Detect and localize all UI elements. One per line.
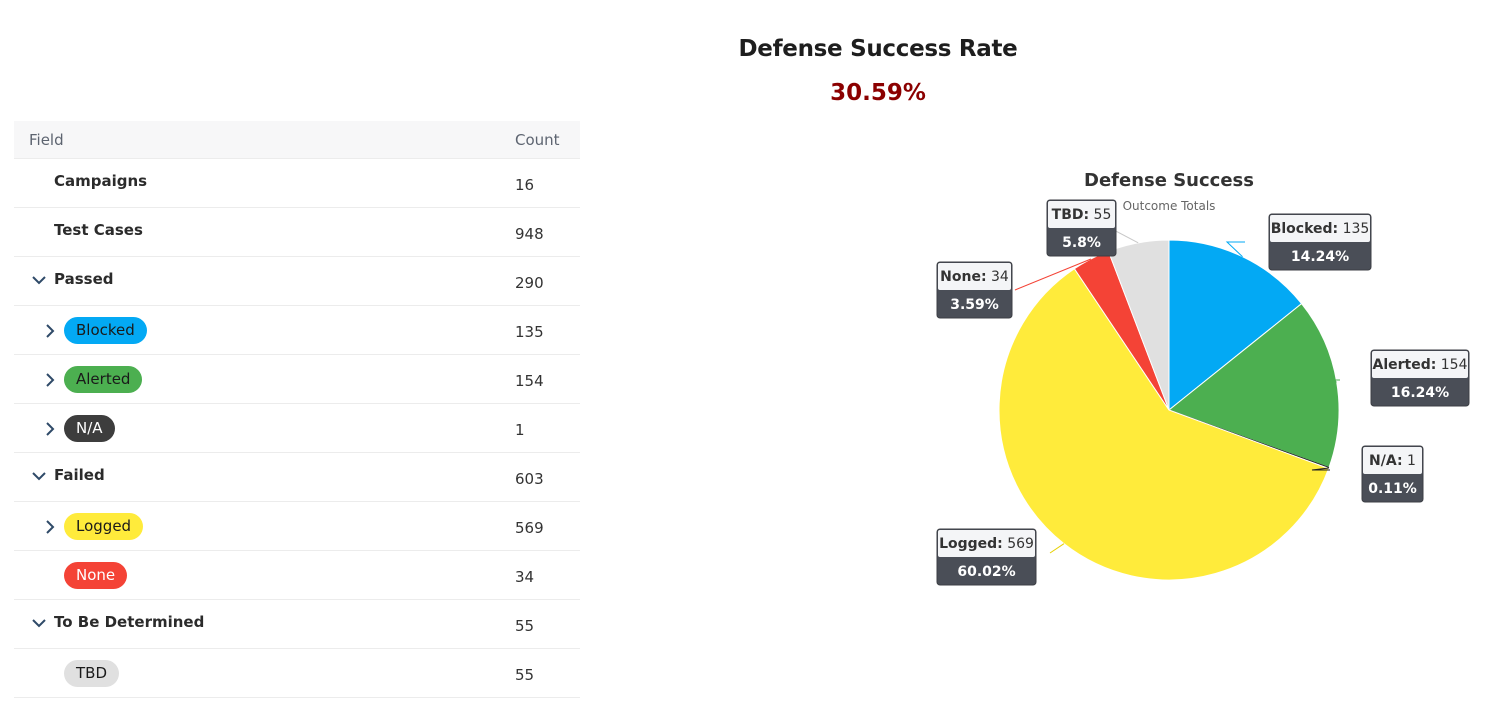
- label-name: None: 34: [940, 269, 1009, 285]
- label-box-header: [1270, 215, 1370, 242]
- label-box-header: [1048, 201, 1115, 228]
- label-percent: 0.11%: [1368, 481, 1417, 497]
- leader-line: [1049, 543, 1065, 554]
- label-name: Blocked: 135: [1271, 221, 1370, 237]
- status-badge: N/A: [64, 415, 115, 442]
- table-row: Test Cases 948: [14, 208, 580, 257]
- label-name: Logged: 569: [939, 536, 1034, 552]
- count-cell: 154: [515, 372, 544, 390]
- table-row[interactable]: Passed 290: [14, 257, 580, 306]
- label-percent: 3.59%: [950, 297, 999, 313]
- slice-label-na: N/A: 1 0.11%: [1361, 445, 1424, 503]
- label-box-header: [1363, 447, 1422, 474]
- chart-subtitle: Outcome Totals: [1123, 199, 1216, 213]
- summary-table: Field Count Campaigns 16 Test Cases 948 Pass…: [14, 121, 580, 698]
- field-cell: Blocked: [14, 306, 515, 354]
- count-cell: 603: [515, 470, 544, 488]
- field-cell: Alerted: [14, 355, 515, 403]
- slice-label-alerted: Alerted: 154 16.24%: [1370, 349, 1470, 407]
- chevron-down-icon[interactable]: [31, 272, 47, 288]
- label-percent: 60.02%: [957, 564, 1015, 580]
- count-cell: 16: [515, 176, 535, 194]
- table-row: Campaigns 16: [14, 159, 580, 208]
- label-name: TBD: 55: [1052, 207, 1112, 223]
- count-cell: 34: [515, 568, 535, 586]
- label-percent: 5.8%: [1062, 235, 1101, 251]
- count-cell: 290: [515, 274, 544, 292]
- chevron-right-icon[interactable]: [42, 519, 58, 535]
- count-cell: 948: [515, 225, 544, 243]
- label-name: Alerted: 154: [1372, 357, 1467, 373]
- label-percent: 16.24%: [1391, 385, 1449, 401]
- status-badge: Alerted: [64, 366, 143, 393]
- status-badge: Blocked: [64, 317, 147, 344]
- table-row[interactable]: Logged 569: [14, 502, 580, 551]
- column-header-field: Field: [29, 130, 64, 149]
- leader-line: [1311, 467, 1330, 471]
- pie-slice-alerted: [1167, 302, 1340, 469]
- table-row[interactable]: N/A 1: [14, 404, 580, 453]
- count-cell: 569: [515, 519, 544, 537]
- field-cell: To Be Determined: [14, 600, 515, 648]
- column-header-count: Count: [515, 130, 560, 149]
- slice-label-blocked: Blocked: 135 14.24%: [1268, 213, 1372, 271]
- chart-title: Defense Success: [1084, 170, 1254, 191]
- table-header: Field Count: [14, 121, 580, 159]
- table-row: TBD 55: [14, 649, 580, 698]
- count-cell: 1: [515, 421, 525, 439]
- slice-label-tbd: TBD: 55 5.8%: [1046, 199, 1117, 257]
- pie-slice-blocked: [1168, 239, 1303, 412]
- chevron-right-icon[interactable]: [42, 323, 58, 339]
- status-badge: None: [64, 562, 128, 589]
- status-badge: Logged: [64, 513, 144, 540]
- field-cell: Logged: [14, 502, 515, 550]
- pie-chart-panel: Defense Success Outcome Totals Blocked: 13…: [900, 160, 1487, 640]
- field-label: Test Cases: [54, 221, 143, 239]
- table-row[interactable]: Alerted 154: [14, 355, 580, 404]
- count-cell: 55: [515, 617, 535, 635]
- count-cell: 55: [515, 666, 535, 684]
- chevron-right-icon[interactable]: [42, 372, 58, 388]
- table-row[interactable]: Blocked 135: [14, 306, 580, 355]
- group-label: To Be Determined: [54, 613, 205, 631]
- field-label: Campaigns: [54, 172, 148, 190]
- chevron-down-icon[interactable]: [31, 615, 47, 631]
- pie-chart: Defense Success Outcome Totals Blocked: 13…: [936, 170, 1470, 586]
- chevron-right-icon[interactable]: [42, 421, 58, 437]
- label-box-header: [938, 530, 1035, 557]
- chevron-down-icon[interactable]: [31, 468, 47, 484]
- success-rate-value: 30.59%: [830, 80, 926, 106]
- leader-line: [1321, 379, 1340, 383]
- leader-line: [1225, 241, 1245, 258]
- table-row: None 34: [14, 551, 580, 600]
- group-label: Failed: [54, 466, 105, 484]
- slice-label-logged: Logged: 569 60.02%: [936, 528, 1037, 586]
- table-row[interactable]: To Be Determined 55: [14, 600, 580, 649]
- leader-line: [1014, 258, 1092, 291]
- page-title: Defense Success Rate: [738, 36, 1018, 62]
- field-cell: Passed: [14, 257, 515, 305]
- field-cell: N/A: [14, 404, 515, 452]
- field-cell: Failed: [14, 453, 515, 501]
- field-cell: TBD: [14, 649, 515, 697]
- table-body: Campaigns 16 Test Cases 948 Passed 290 Blocked…: [14, 159, 580, 698]
- label-box-header: [1372, 351, 1468, 378]
- pie-slice-logged: [998, 268, 1330, 581]
- table-row[interactable]: Failed 603: [14, 453, 580, 502]
- field-cell: Test Cases: [14, 208, 515, 256]
- status-badge: TBD: [64, 660, 120, 687]
- slice-label-none: None: 34 3.59%: [936, 261, 1013, 319]
- count-cell: 135: [515, 323, 544, 341]
- label-name: N/A: 1: [1369, 453, 1416, 469]
- field-cell: None: [14, 551, 515, 599]
- group-label: Passed: [54, 270, 114, 288]
- label-box-header: [938, 263, 1011, 290]
- label-percent: 14.24%: [1291, 249, 1349, 265]
- field-cell: Campaigns: [14, 159, 515, 207]
- headline: Defense Success Rate 30.59%: [630, 36, 1126, 106]
